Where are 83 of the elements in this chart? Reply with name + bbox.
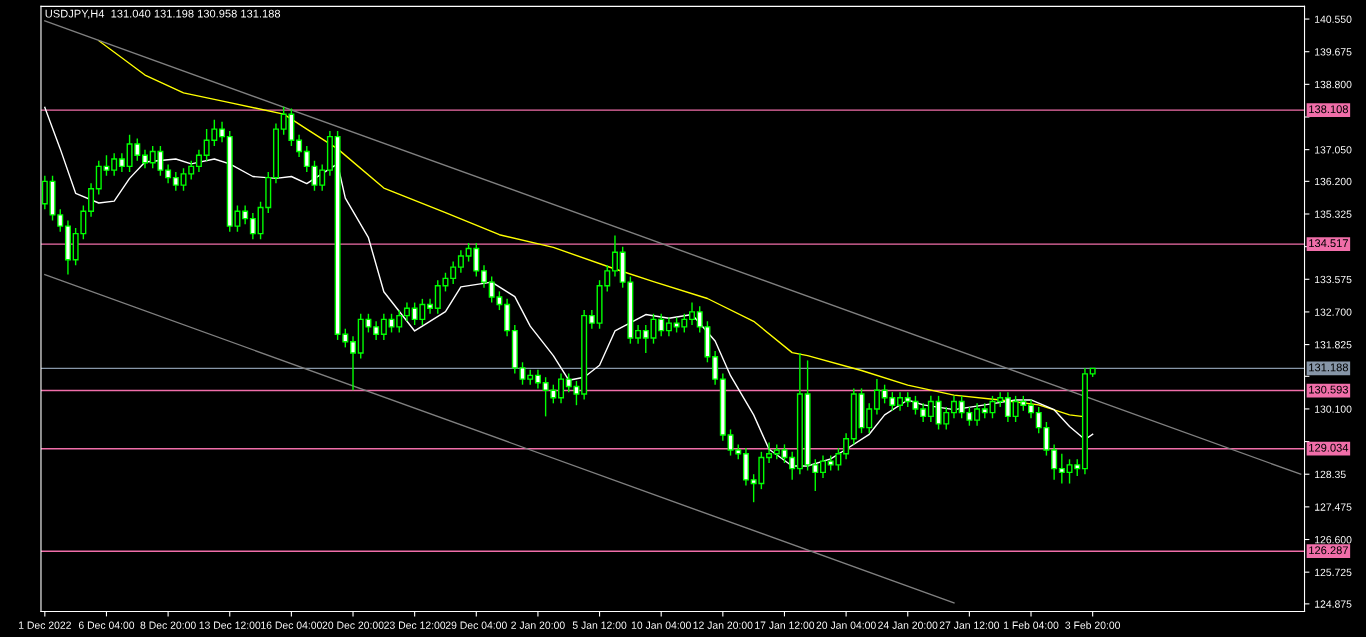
candlestick — [712, 350, 719, 386]
candlestick — [766, 441, 773, 464]
x-tick-label: 1 Dec 2022 — [18, 621, 71, 629]
candlestick — [920, 402, 927, 423]
y-tick-label: 140.550 — [1315, 15, 1352, 23]
ref-line-label: 131.188 — [1309, 363, 1348, 372]
candlestick — [242, 204, 249, 225]
candlestick — [843, 432, 850, 460]
candlestick — [41, 175, 48, 211]
candlestick — [1004, 391, 1011, 423]
candlestick — [897, 391, 904, 412]
candlestick — [1058, 453, 1065, 485]
candlestick — [111, 152, 118, 177]
candlestick — [480, 264, 487, 289]
candlestick — [427, 298, 434, 315]
candlestick — [195, 148, 202, 173]
y-tick-label: 127.475 — [1315, 503, 1352, 511]
x-tick-label: 8 Dec 20:00 — [140, 621, 196, 629]
x-tick-label: 27 Jan 12:00 — [939, 621, 1000, 629]
x-tick-label: 6 Dec 04:00 — [78, 621, 135, 629]
y-tick-label: 135.325 — [1315, 210, 1352, 218]
y-tick-label: 138.800 — [1315, 80, 1352, 89]
y-tick-label: 132.700 — [1315, 308, 1352, 316]
candlestick — [373, 320, 380, 341]
candlestick — [249, 212, 256, 240]
y-tick-label: 139.675 — [1315, 48, 1352, 56]
y-tick-label: 128.35 — [1315, 470, 1346, 479]
chart-title: USDJPY,H4 131.040 131.198 130.958 131.188 — [45, 9, 281, 19]
x-tick-label: 20 Dec 20:00 — [322, 621, 384, 629]
y-tick-label: 125.725 — [1315, 568, 1352, 577]
x-tick-label: 1 Feb 04:00 — [1004, 621, 1059, 629]
candlestick — [141, 148, 148, 169]
candlestick — [611, 234, 618, 278]
ref-line-label: 129.034 — [1309, 443, 1349, 452]
ref-line-label: 126.287 — [1309, 546, 1348, 555]
ref-line-label: 138.108 — [1309, 105, 1348, 114]
ref-line-label: 130.593 — [1309, 385, 1348, 394]
candlestick — [558, 372, 565, 405]
candlestick — [350, 335, 357, 391]
candlestick — [873, 378, 880, 416]
candlestick — [1028, 398, 1035, 419]
y-tick-label: 133.575 — [1315, 275, 1352, 284]
candlestick — [319, 163, 326, 192]
candlestick — [403, 301, 410, 322]
x-tick-label: 20 Jan 04:00 — [816, 621, 876, 629]
candlestick — [927, 395, 934, 423]
candlestick — [172, 171, 179, 192]
candlestick — [665, 316, 672, 337]
y-tick-label: 130.100 — [1315, 405, 1352, 413]
candlestick — [296, 134, 303, 158]
y-tick-label: 137.050 — [1315, 146, 1352, 154]
candlestick — [380, 313, 387, 341]
x-tick-label: 2 Jan 20:00 — [511, 621, 565, 629]
y-tick-label: 131.825 — [1315, 341, 1352, 349]
x-tick-label: 10 Jan 04:00 — [631, 621, 691, 629]
y-tick-label: 136.200 — [1315, 177, 1352, 186]
x-tick-label: 12 Jan 20:00 — [693, 621, 753, 629]
candlestick — [658, 313, 665, 337]
x-tick-label: 16 Dec 04:00 — [261, 621, 322, 629]
x-tick-label: 23 Dec 12:00 — [384, 621, 446, 629]
x-tick-label: 29 Dec 04:00 — [445, 621, 507, 629]
candlestick — [534, 369, 541, 390]
candlestick — [819, 454, 827, 479]
candlestick — [118, 152, 125, 173]
y-tick-label: 124.875 — [1315, 600, 1352, 608]
candlestick — [689, 301, 696, 326]
x-tick-label: 24 Jan 20:00 — [878, 621, 938, 629]
ref-line-label: 134.517 — [1309, 239, 1348, 248]
candlestick — [219, 120, 226, 143]
y-tick-label: 126.600 — [1315, 536, 1352, 544]
x-tick-label: 5 Jan 12:00 — [572, 621, 627, 629]
candlestick — [457, 249, 464, 274]
candlestick — [1051, 443, 1058, 481]
x-tick-label: 3 Feb 20:00 — [1065, 621, 1121, 629]
candlestick — [635, 324, 642, 345]
candlestick — [165, 163, 172, 184]
candlestick — [950, 395, 957, 419]
x-tick-label: 17 Jan 12:00 — [755, 621, 815, 629]
candlestick — [974, 402, 981, 427]
x-tick-label: 13 Dec 12:00 — [199, 621, 261, 629]
candlestick — [450, 260, 457, 285]
candlestick — [88, 182, 95, 218]
candlestick — [588, 309, 595, 330]
